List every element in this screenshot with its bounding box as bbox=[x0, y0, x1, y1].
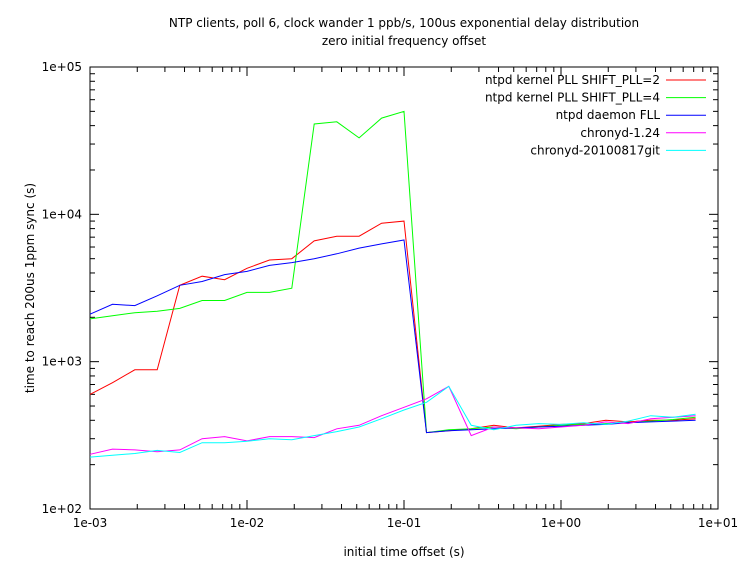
x-axis: 1e-03 1e-02 1e-01 1e+00 1e+01 bbox=[73, 67, 738, 530]
x-tick-label: 1e-02 bbox=[230, 516, 265, 530]
y-tick-label: 1e+04 bbox=[42, 207, 82, 221]
series-line-3 bbox=[89, 239, 696, 434]
y-tick-label: 1e+02 bbox=[42, 502, 82, 516]
x-tick-label: 1e+01 bbox=[698, 516, 738, 530]
x-tick-label: 1e-03 bbox=[73, 516, 108, 530]
x-tick-label: 1e-01 bbox=[387, 516, 422, 530]
legend-label: chronyd-20100817git bbox=[530, 143, 660, 157]
y-tick-label: 1e+03 bbox=[42, 355, 82, 369]
x-tick-label: 1e+00 bbox=[541, 516, 581, 530]
chart-subtitle: zero initial frequency offset bbox=[322, 34, 487, 48]
legend-label: chronyd-1.24 bbox=[580, 126, 660, 140]
legend-label: ntpd kernel PLL SHIFT_PLL=4 bbox=[485, 91, 660, 105]
y-tick-label: 1e+05 bbox=[42, 60, 82, 74]
series-lines bbox=[89, 110, 696, 458]
series-line-1 bbox=[89, 220, 696, 434]
y-axis-label: time to reach 200us 1ppm sync (s) bbox=[23, 183, 37, 393]
x-axis-label: initial time offset (s) bbox=[343, 545, 464, 559]
legend-label: ntpd kernel PLL SHIFT_PLL=2 bbox=[485, 73, 660, 87]
chart-title: NTP clients, poll 6, clock wander 1 ppb/… bbox=[169, 16, 639, 30]
y-axis: 1e+02 1e+03 1e+04 1e+05 bbox=[42, 60, 718, 516]
legend-label: ntpd daemon FLL bbox=[556, 108, 661, 122]
series-line-5 bbox=[89, 385, 696, 458]
series-line-2 bbox=[89, 110, 696, 434]
